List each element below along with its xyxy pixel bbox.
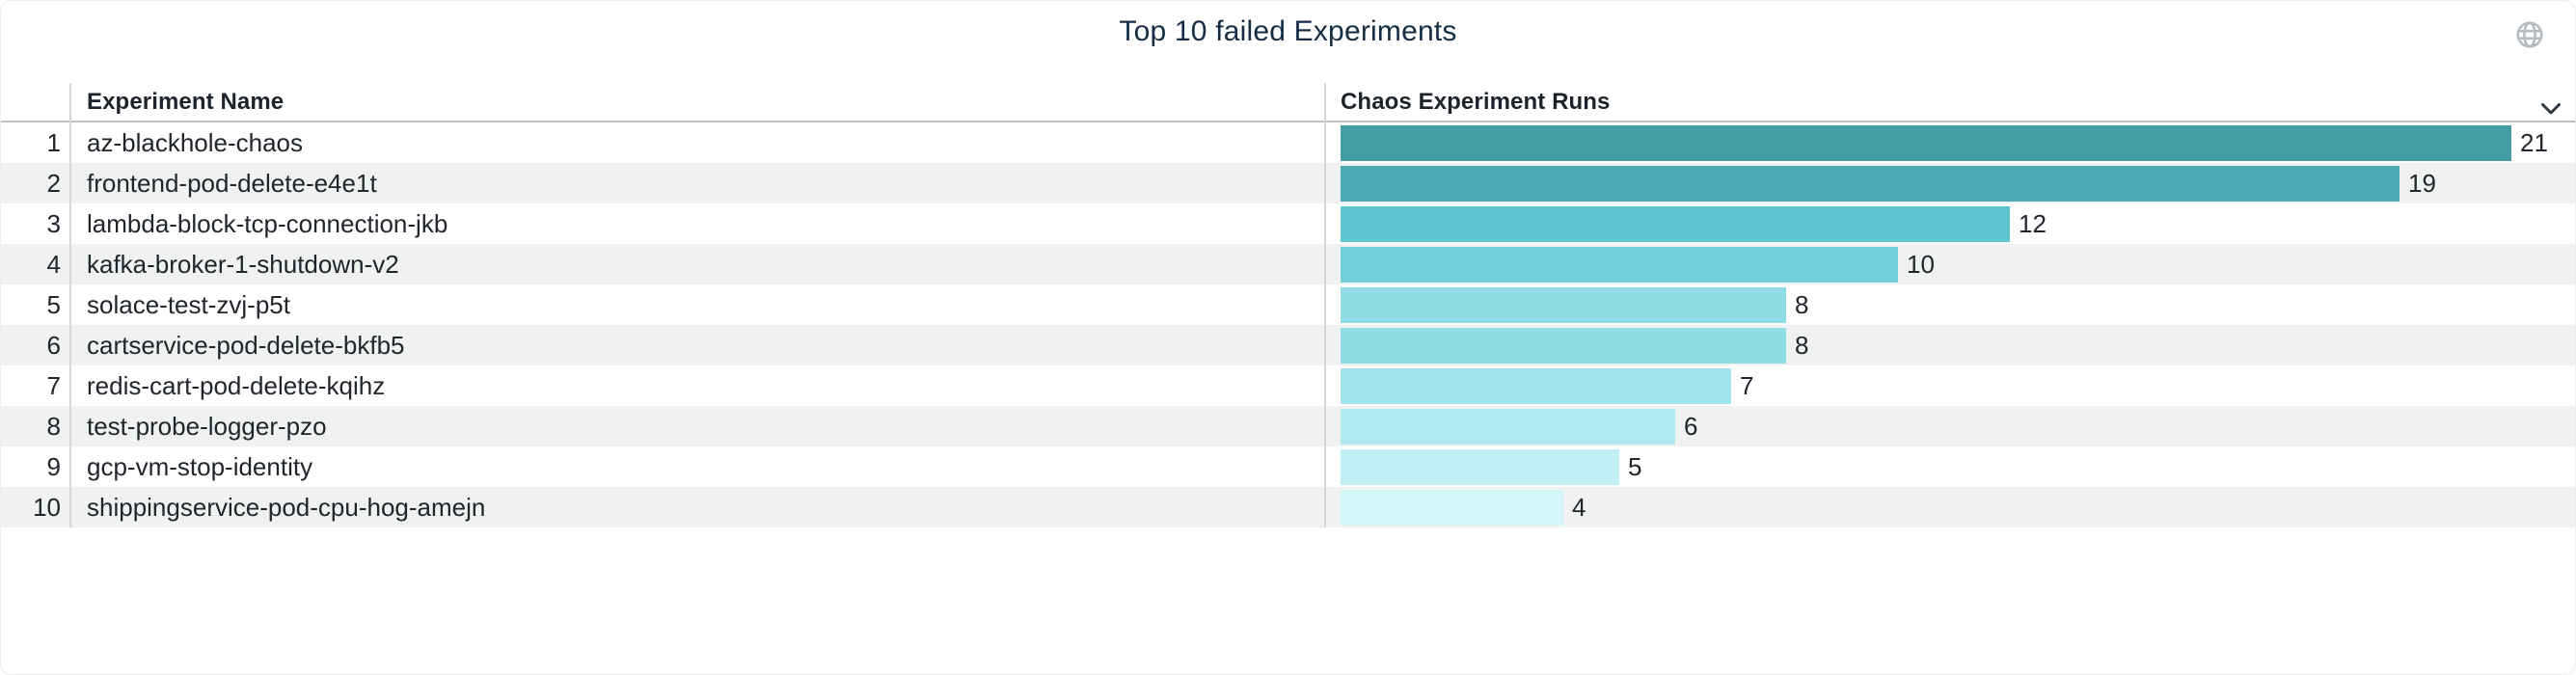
experiment-name: kafka-broker-1-shutdown-v2: [87, 249, 399, 279]
runs-value: 4: [1572, 492, 1586, 522]
runs-bar: [1341, 246, 1898, 283]
row-rank: 9: [46, 451, 61, 481]
runs-bar-cell: 19: [1325, 163, 2575, 203]
table-row: 10 shippingservice-pod-cpu-hog-amejn 4: [1, 487, 2575, 527]
runs-bar-cell: 21: [1325, 122, 2575, 163]
experiment-name: test-probe-logger-pzo: [87, 411, 327, 441]
experiment-name: solace-test-zvj-p5t: [87, 289, 290, 319]
runs-bar: [1341, 408, 1675, 445]
runs-bar: [1341, 448, 1619, 485]
table-row: 1 az-blackhole-chaos 21: [1, 122, 2575, 163]
runs-bar-cell: 8: [1325, 325, 2575, 365]
column-header-chaos-runs-wrap[interactable]: Chaos Experiment Runs: [1325, 89, 2575, 116]
table-row: 2 frontend-pod-delete-e4e1t 19: [1, 163, 2575, 203]
column-header-chaos-runs-label[interactable]: Chaos Experiment Runs: [1341, 88, 1611, 115]
runs-value: 10: [1907, 249, 1935, 279]
runs-value: 12: [2019, 208, 2047, 238]
runs-bar: [1341, 327, 1786, 364]
page-title: Top 10 failed Experiments: [1119, 15, 1457, 47]
chevron-down-icon[interactable]: [2540, 95, 2562, 114]
row-rank: 5: [46, 289, 61, 319]
table-row: 7 redis-cart-pod-delete-kqihz 7: [1, 365, 2575, 406]
runs-bar-cell: 8: [1325, 284, 2575, 325]
table-row: 6 cartservice-pod-delete-bkfb5 8: [1, 325, 2575, 365]
row-rank: 3: [46, 208, 61, 238]
runs-bar: [1341, 489, 1563, 526]
runs-value: 21: [2520, 127, 2548, 157]
chart-column-separator: [1324, 83, 1326, 527]
runs-bar: [1341, 367, 1731, 404]
globe-icon[interactable]: [2514, 19, 2545, 50]
row-rank: 2: [46, 168, 61, 198]
table-row: 5 solace-test-zvj-p5t 8: [1, 284, 2575, 325]
table-body: 1 az-blackhole-chaos 21 2 frontend-pod-d…: [1, 122, 2575, 527]
runs-bar: [1341, 205, 2010, 242]
runs-value: 6: [1684, 411, 1698, 441]
row-rank: 4: [46, 249, 61, 279]
experiment-name: shippingservice-pod-cpu-hog-amejn: [87, 492, 486, 522]
runs-bar-cell: 5: [1325, 446, 2575, 487]
experiment-name: gcp-vm-stop-identity: [87, 451, 313, 481]
runs-bar-cell: 4: [1325, 487, 2575, 527]
table-row: 8 test-probe-logger-pzo 6: [1, 406, 2575, 446]
row-rank: 6: [46, 330, 61, 360]
runs-bar-cell: 7: [1325, 365, 2575, 406]
row-rank: 1: [46, 127, 61, 157]
table-row: 9 gcp-vm-stop-identity 5: [1, 446, 2575, 487]
runs-bar-cell: 12: [1325, 203, 2575, 244]
column-header-experiment-name[interactable]: Experiment Name: [87, 88, 285, 115]
runs-bar-cell: 10: [1325, 244, 2575, 284]
runs-value: 8: [1795, 289, 1809, 319]
row-rank: 7: [46, 370, 61, 400]
runs-bar: [1341, 286, 1786, 323]
experiment-name: frontend-pod-delete-e4e1t: [87, 168, 377, 198]
experiment-name: redis-cart-pod-delete-kqihz: [87, 370, 386, 400]
experiment-name: lambda-block-tcp-connection-jkb: [87, 208, 448, 238]
table-row: 3 lambda-block-tcp-connection-jkb 12: [1, 203, 2575, 244]
runs-bar-cell: 6: [1325, 406, 2575, 446]
row-rank: 10: [33, 492, 61, 522]
experiment-name: cartservice-pod-delete-bkfb5: [87, 330, 405, 360]
runs-bar: [1341, 165, 2400, 202]
table-row: 4 kafka-broker-1-shutdown-v2 10: [1, 244, 2575, 284]
runs-bar: [1341, 124, 2511, 161]
runs-value: 7: [1740, 370, 1754, 400]
experiment-name: az-blackhole-chaos: [87, 127, 304, 157]
table-header: Experiment Name Chaos Experiment Runs: [1, 83, 2575, 122]
rank-column-separator: [69, 83, 71, 527]
table: Experiment Name Chaos Experiment Runs 1 …: [1, 83, 2575, 527]
runs-value: 8: [1795, 330, 1809, 360]
row-rank: 8: [46, 411, 61, 441]
runs-value: 5: [1628, 451, 1642, 481]
runs-value: 19: [2408, 168, 2436, 198]
